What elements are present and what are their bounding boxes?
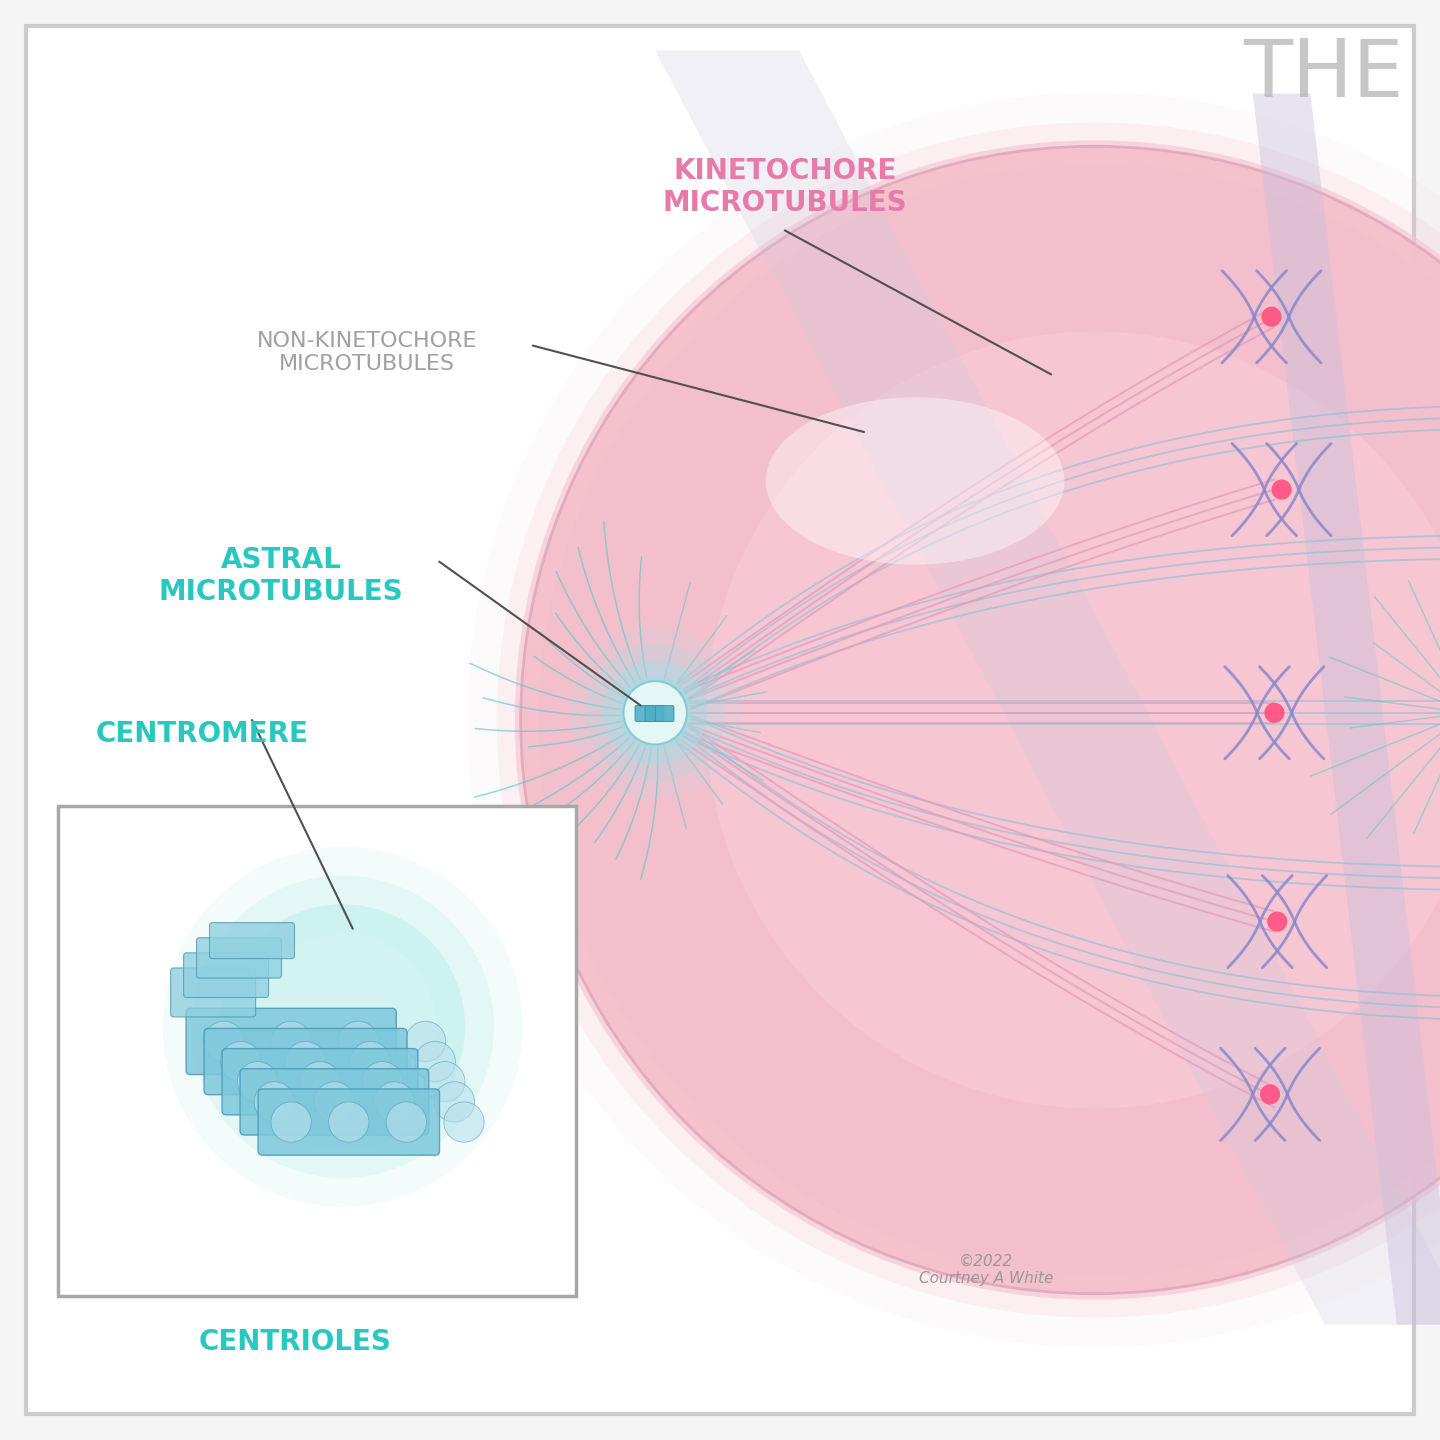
Text: CENTRIOLES: CENTRIOLES (199, 1328, 392, 1356)
FancyBboxPatch shape (240, 1068, 429, 1135)
Circle shape (415, 1041, 455, 1081)
Polygon shape (1253, 94, 1440, 1325)
Circle shape (514, 140, 1440, 1300)
Circle shape (271, 1021, 311, 1061)
FancyBboxPatch shape (645, 706, 664, 721)
Circle shape (425, 1061, 465, 1102)
FancyBboxPatch shape (58, 806, 576, 1296)
Text: CENTROMERE: CENTROMERE (95, 720, 308, 749)
Circle shape (204, 1021, 245, 1061)
FancyBboxPatch shape (26, 26, 1414, 1414)
FancyBboxPatch shape (186, 1008, 396, 1074)
Text: NON-KINETOCHORE
MICROTUBULES: NON-KINETOCHORE MICROTUBULES (256, 331, 478, 374)
Circle shape (300, 1061, 340, 1102)
Circle shape (314, 1081, 354, 1122)
Circle shape (624, 681, 687, 744)
Circle shape (163, 847, 523, 1207)
Circle shape (238, 1061, 278, 1102)
Circle shape (1264, 703, 1284, 723)
FancyBboxPatch shape (222, 1048, 418, 1115)
Circle shape (363, 1061, 403, 1102)
Circle shape (467, 92, 1440, 1348)
Ellipse shape (766, 397, 1064, 564)
Circle shape (706, 331, 1440, 1109)
Circle shape (386, 1102, 426, 1142)
Circle shape (374, 1081, 415, 1122)
FancyBboxPatch shape (635, 706, 654, 721)
FancyBboxPatch shape (210, 923, 295, 959)
Circle shape (444, 1102, 484, 1142)
Text: ©2022
Courtney A White: ©2022 Courtney A White (919, 1254, 1054, 1286)
Circle shape (569, 626, 742, 799)
Circle shape (249, 933, 436, 1120)
Circle shape (350, 1041, 390, 1081)
FancyBboxPatch shape (171, 968, 256, 1017)
Circle shape (1267, 912, 1287, 932)
Circle shape (406, 1021, 446, 1061)
Circle shape (285, 1041, 325, 1081)
FancyBboxPatch shape (184, 953, 269, 998)
Circle shape (586, 644, 724, 782)
Polygon shape (655, 50, 1440, 1325)
Circle shape (603, 661, 707, 765)
Circle shape (338, 1021, 379, 1061)
Circle shape (220, 904, 465, 1149)
Text: ASTRAL
MICROTUBULES: ASTRAL MICROTUBULES (158, 546, 403, 606)
Circle shape (192, 876, 494, 1178)
Text: THE: THE (1244, 36, 1404, 114)
Circle shape (1260, 1084, 1280, 1104)
Circle shape (271, 1102, 311, 1142)
FancyBboxPatch shape (197, 937, 282, 978)
Circle shape (521, 147, 1440, 1293)
Circle shape (539, 164, 1440, 1276)
FancyBboxPatch shape (204, 1028, 408, 1094)
Circle shape (1272, 480, 1292, 500)
FancyBboxPatch shape (655, 706, 674, 721)
Circle shape (220, 1041, 261, 1081)
Text: KINETOCHORE
MICROTUBULES: KINETOCHORE MICROTUBULES (662, 157, 907, 217)
Circle shape (435, 1081, 475, 1122)
FancyBboxPatch shape (258, 1089, 439, 1155)
Circle shape (328, 1102, 369, 1142)
Circle shape (255, 1081, 295, 1122)
Circle shape (1261, 307, 1282, 327)
Circle shape (619, 677, 691, 749)
Circle shape (497, 122, 1440, 1318)
